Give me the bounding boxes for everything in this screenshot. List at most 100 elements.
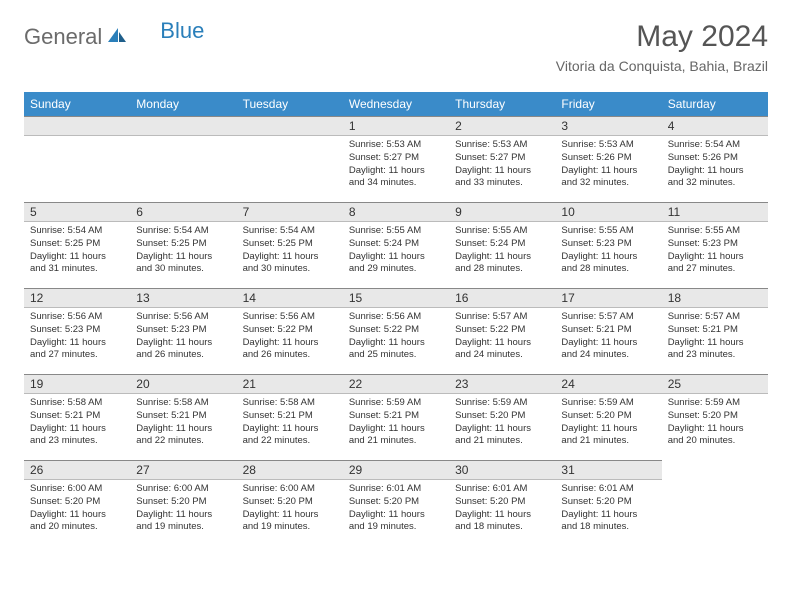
day-number: 8 [343,202,449,222]
calendar-cell: 31Sunrise: 6:01 AMSunset: 5:20 PMDayligh… [555,460,661,546]
daylight-line: Daylight: 11 hours and 22 minutes. [243,423,337,449]
page-header: General Blue May 2024 Vitoria da Conquis… [24,20,768,74]
day-content: Sunrise: 5:57 AMSunset: 5:21 PMDaylight:… [662,308,768,368]
day-content: Sunrise: 6:00 AMSunset: 5:20 PMDaylight:… [130,480,236,540]
calendar-cell: 17Sunrise: 5:57 AMSunset: 5:21 PMDayligh… [555,288,661,374]
daylight-line: Daylight: 11 hours and 24 minutes. [455,337,549,363]
day-number: 4 [662,116,768,136]
empty-daynum [24,116,130,136]
logo: General Blue [24,24,204,50]
day-number: 16 [449,288,555,308]
daylight-line: Daylight: 11 hours and 21 minutes. [349,423,443,449]
day-content: Sunrise: 6:01 AMSunset: 5:20 PMDaylight:… [449,480,555,540]
calendar-cell: 12Sunrise: 5:56 AMSunset: 5:23 PMDayligh… [24,288,130,374]
day-content: Sunrise: 5:57 AMSunset: 5:21 PMDaylight:… [555,308,661,368]
daylight-line: Daylight: 11 hours and 25 minutes. [349,337,443,363]
sunrise-line: Sunrise: 5:53 AM [349,139,443,152]
sunset-line: Sunset: 5:23 PM [30,324,124,337]
day-content: Sunrise: 5:56 AMSunset: 5:22 PMDaylight:… [343,308,449,368]
calendar-cell: 7Sunrise: 5:54 AMSunset: 5:25 PMDaylight… [237,202,343,288]
calendar-cell: 1 Sunrise: 5:53 AMSunset: 5:27 PMDaylight… [343,116,449,202]
sunset-line: Sunset: 5:23 PM [668,238,762,251]
sunset-line: Sunset: 5:20 PM [349,496,443,509]
day-number: 25 [662,374,768,394]
daylight-line: Daylight: 11 hours and 20 minutes. [30,509,124,535]
calendar-week-row: 12Sunrise: 5:56 AMSunset: 5:23 PMDayligh… [24,288,768,374]
sunrise-line: Sunrise: 5:54 AM [243,225,337,238]
sunset-line: Sunset: 5:21 PM [668,324,762,337]
calendar-cell: 23Sunrise: 5:59 AMSunset: 5:20 PMDayligh… [449,374,555,460]
sunrise-line: Sunrise: 5:57 AM [668,311,762,324]
sunset-line: Sunset: 5:22 PM [455,324,549,337]
daylight-line: Daylight: 11 hours and 32 minutes. [668,165,762,191]
day-content: Sunrise: 6:00 AMSunset: 5:20 PMDaylight:… [237,480,343,540]
sunrise-line: Sunrise: 5:54 AM [668,139,762,152]
weekday-header: Thursday [449,92,555,116]
sunset-line: Sunset: 5:26 PM [668,152,762,165]
sunset-line: Sunset: 5:21 PM [561,324,655,337]
sunset-line: Sunset: 5:25 PM [30,238,124,251]
day-number: 18 [662,288,768,308]
weekday-header: Monday [130,92,236,116]
sunset-line: Sunset: 5:20 PM [455,496,549,509]
calendar-table: Sunday Monday Tuesday Wednesday Thursday… [24,92,768,546]
daylight-line: Daylight: 11 hours and 19 minutes. [349,509,443,535]
logo-text-gray: General [24,24,102,50]
calendar-page: General Blue May 2024 Vitoria da Conquis… [0,0,792,566]
weekday-header: Saturday [662,92,768,116]
sunset-line: Sunset: 5:27 PM [455,152,549,165]
daylight-line: Daylight: 11 hours and 22 minutes. [136,423,230,449]
day-number: 2 [449,116,555,136]
sunset-line: Sunset: 5:20 PM [668,410,762,423]
day-content: Sunrise: 5:59 AMSunset: 5:21 PMDaylight:… [343,394,449,454]
daylight-line: Daylight: 11 hours and 34 minutes. [349,165,443,191]
daylight-line: Daylight: 11 hours and 19 minutes. [136,509,230,535]
daylight-line: Daylight: 11 hours and 29 minutes. [349,251,443,277]
sunset-line: Sunset: 5:22 PM [349,324,443,337]
weekday-header: Sunday [24,92,130,116]
sunset-line: Sunset: 5:21 PM [30,410,124,423]
sunrise-line: Sunrise: 5:58 AM [243,397,337,410]
calendar-cell [662,460,768,546]
sunset-line: Sunset: 5:20 PM [455,410,549,423]
sunrise-line: Sunrise: 5:54 AM [30,225,124,238]
sunrise-line: Sunrise: 6:00 AM [30,483,124,496]
calendar-week-row: 19Sunrise: 5:58 AMSunset: 5:21 PMDayligh… [24,374,768,460]
sunset-line: Sunset: 5:24 PM [349,238,443,251]
weekday-header-row: Sunday Monday Tuesday Wednesday Thursday… [24,92,768,116]
daylight-line: Daylight: 11 hours and 23 minutes. [668,337,762,363]
day-number: 7 [237,202,343,222]
day-content: Sunrise: 5:56 AMSunset: 5:22 PMDaylight:… [237,308,343,368]
daylight-line: Daylight: 11 hours and 26 minutes. [136,337,230,363]
empty-daynum [130,116,236,136]
daylight-line: Daylight: 11 hours and 23 minutes. [30,423,124,449]
calendar-cell: 6Sunrise: 5:54 AMSunset: 5:25 PMDaylight… [130,202,236,288]
daylight-line: Daylight: 11 hours and 18 minutes. [561,509,655,535]
calendar-cell: 28Sunrise: 6:00 AMSunset: 5:20 PMDayligh… [237,460,343,546]
sunset-line: Sunset: 5:20 PM [561,496,655,509]
calendar-cell [24,116,130,202]
calendar-cell: 26Sunrise: 6:00 AMSunset: 5:20 PMDayligh… [24,460,130,546]
empty-daynum [237,116,343,136]
day-number: 6 [130,202,236,222]
day-number: 21 [237,374,343,394]
daylight-line: Daylight: 11 hours and 24 minutes. [561,337,655,363]
calendar-cell: 30Sunrise: 6:01 AMSunset: 5:20 PMDayligh… [449,460,555,546]
calendar-cell: 29Sunrise: 6:01 AMSunset: 5:20 PMDayligh… [343,460,449,546]
daylight-line: Daylight: 11 hours and 21 minutes. [455,423,549,449]
calendar-cell: 13Sunrise: 5:56 AMSunset: 5:23 PMDayligh… [130,288,236,374]
day-number: 28 [237,460,343,480]
sunset-line: Sunset: 5:27 PM [349,152,443,165]
day-content: Sunrise: 5:54 AMSunset: 5:25 PMDaylight:… [24,222,130,282]
calendar-cell: 3Sunrise: 5:53 AMSunset: 5:26 PMDaylight… [555,116,661,202]
sunset-line: Sunset: 5:24 PM [455,238,549,251]
sunset-line: Sunset: 5:22 PM [243,324,337,337]
day-content: Sunrise: 5:58 AMSunset: 5:21 PMDaylight:… [24,394,130,454]
sunrise-line: Sunrise: 5:59 AM [455,397,549,410]
daylight-line: Daylight: 11 hours and 28 minutes. [455,251,549,277]
day-number: 1 [343,116,449,136]
calendar-body: 1Sunrise: 5:53 AMSunset: 5:27 PMDaylight… [24,116,768,546]
sunrise-line: Sunrise: 6:00 AM [243,483,337,496]
daylight-line: Daylight: 11 hours and 27 minutes. [30,337,124,363]
calendar-cell: 20Sunrise: 5:58 AMSunset: 5:21 PMDayligh… [130,374,236,460]
